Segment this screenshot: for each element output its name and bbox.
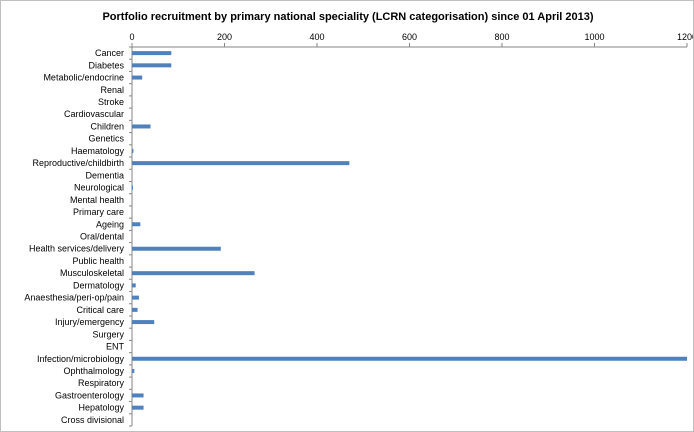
bar [132,63,172,68]
bar [132,405,144,410]
category-label: Renal [100,85,124,95]
x-tick-label: 600 [402,32,417,42]
category-label: Oral/dental [80,232,124,242]
category-label: Cardiovascular [64,109,124,119]
category-label: Dermatology [73,280,125,290]
bar [132,75,143,80]
category-label: Neurological [74,183,124,193]
bar [132,148,134,153]
bar [132,271,255,276]
category-label: Anaesthesia/peri-op/pain [24,293,124,303]
bar [132,393,144,398]
category-label: Cross divisional [61,415,124,425]
bar [132,246,221,251]
bar [132,283,136,288]
bar [132,51,172,56]
category-label: Public health [72,256,124,266]
category-label: Hepatology [78,403,124,413]
chart-title: Portfolio recruitment by primary nationa… [102,11,594,23]
category-label: ENT [106,342,125,352]
category-label: Ophthalmology [63,366,124,376]
category-label: Cancer [95,48,124,58]
x-tick-label: 1200 [677,32,693,42]
category-label: Genetics [88,134,124,144]
category-label: Infection/microbiology [37,354,125,364]
category-label: Haematology [71,146,125,156]
x-tick-label: 0 [129,32,134,42]
bar [132,185,133,190]
category-label: Stroke [98,97,124,107]
bar [132,161,350,166]
category-label: Surgery [92,329,124,339]
category-label: Diabetes [88,60,124,70]
category-label: Injury/emergency [55,317,125,327]
bar [132,295,139,300]
category-label: Mental health [70,195,124,205]
x-tick-label: 800 [494,32,509,42]
category-label: Primary care [73,207,124,217]
category-label: Respiratory [78,378,125,388]
bar [132,356,687,361]
bar [132,368,135,373]
bar [132,124,151,129]
bar [132,222,141,227]
category-label: Reproductive/childbirth [32,158,124,168]
category-label: Children [90,121,124,131]
category-label: Musculoskeletal [60,268,124,278]
x-tick-label: 200 [217,32,232,42]
bar [132,307,138,312]
category-label: Metabolic/endocrine [43,73,124,83]
category-label: Gastroenterology [55,390,125,400]
x-tick-label: 400 [309,32,324,42]
category-label: Critical care [76,305,124,315]
category-label: Ageing [96,219,124,229]
category-label: Health services/delivery [29,244,125,254]
x-tick-label: 1000 [584,32,604,42]
category-label: Dementia [85,170,124,180]
bar [132,320,155,325]
